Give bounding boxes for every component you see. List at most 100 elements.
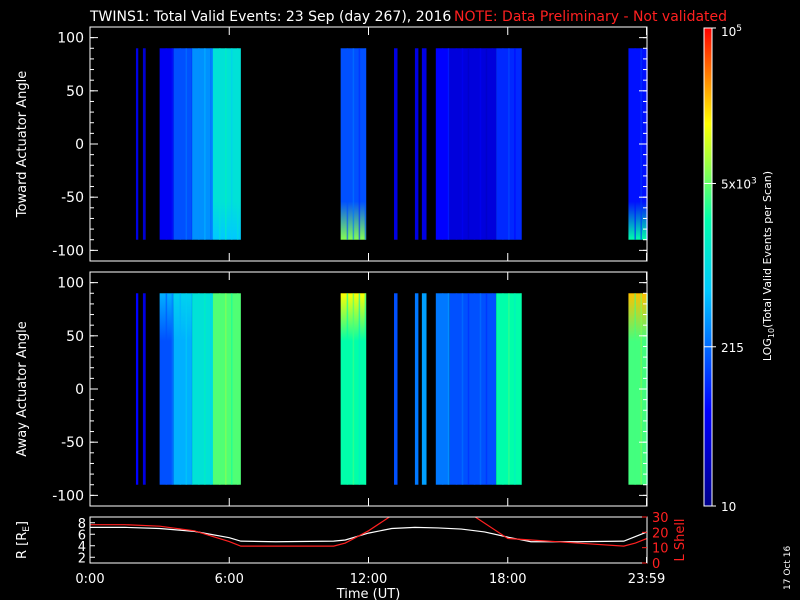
away-data-block [213,293,241,485]
away-data-block [421,293,427,485]
away-data-streak [502,293,504,485]
away-data-streak [634,293,636,485]
away-data-streak [447,293,450,485]
toward-data-block [135,48,139,240]
toward-data-streak [502,48,504,240]
away-ytick-label: -100 [52,488,84,504]
away-data-streak [210,293,212,485]
date-stamp: 17 Oct 16 [783,546,793,590]
time-xtick-label: 0:00 [75,572,104,587]
away-ytick-label: 0 [75,382,84,398]
data-preliminary-note: NOTE: Data Preliminary - Not validated [454,9,727,25]
away-data-streak [485,293,488,485]
time-axis-label: Time (UT) [336,587,401,600]
toward-data-streak [485,48,488,240]
away-data-block [449,293,497,485]
away-heatmap-panel: 100 50 0 -50 -100 Away Actuator Angle [15,271,648,507]
away-data-streak [441,293,444,485]
colorbar-label-sub: 10 [767,328,776,338]
toward-data-block [142,48,146,240]
r-ytick-label: 2 [78,551,86,566]
away-data-streak [520,293,522,485]
toward-data-streak [491,48,494,240]
toward-data-streak [441,48,444,240]
away-data-streak [204,293,206,485]
time-xtick-label: 12:00 [350,572,387,587]
r-ytick-label: 8 [78,517,86,532]
toward-data-streak [237,48,239,240]
toward-data-streak [171,48,174,240]
plot-title: TWINS1: Total Valid Events: 23 Sep (day … [89,9,451,25]
away-data-streak [219,293,221,485]
toward-data-streak [520,48,522,240]
toward-data-block [414,48,419,240]
colorbar-tick-label: 215 [721,341,744,355]
time-xtick-label: 18:00 [489,572,526,587]
away-data-block [142,293,146,485]
r-axis-label-end: ] [15,521,30,526]
time-xtick-label: 6:00 [215,572,244,587]
away-data-streak [358,293,361,485]
toward-data-streak [508,48,510,240]
colorbar-tick-label: 105 [721,24,742,39]
r-distance-line [90,526,647,543]
toward-data-block [394,48,398,240]
away-data-streak [479,293,482,485]
toward-data-block [449,48,497,240]
away-data-streak [185,293,188,485]
colorbar-label-end: (Total Valid Events per Scan) [761,171,774,328]
toward-data-block [192,48,214,240]
time-xtick-label: 23:59 [628,572,665,587]
toward-ytick-label: 100 [57,31,84,47]
away-data-streak [364,293,367,485]
toward-data-streak [447,48,450,240]
toward-data-streak [358,48,361,240]
colorbar-label: LOG10(Total Valid Events per Scan) [761,171,776,361]
toward-data-streak [198,48,200,240]
toward-data-streak [225,48,227,240]
lshell-axis-label: L Shell [673,518,688,561]
away-data-streak [508,293,510,485]
toward-heatmap-panel: 100 50 0 -50 -100 Toward Actuator Angle [15,26,648,262]
toward-data-block [213,48,241,240]
toward-yaxis-label: Toward Actuator Angle [15,71,30,218]
away-data-block [192,293,214,485]
away-data-block [628,293,647,485]
away-data-streak [455,293,458,485]
away-data-streak [461,293,464,485]
away-data-block [173,293,193,485]
toward-data-streak [204,48,206,240]
toward-data-streak [461,48,464,240]
toward-data-streak [455,48,458,240]
colorbar-label-log: LOG [761,338,774,361]
toward-data-streak [467,48,470,240]
lshell-ytick-label: 30 [652,511,669,526]
ephemeris-panel-frame [89,516,648,564]
colorbar-tick-label: 5x103 [721,176,757,191]
away-data-block [394,293,398,485]
colorbar-tick-label: 10 [721,500,736,514]
toward-ytick-label: 50 [66,84,84,100]
toward-data-block [173,48,193,240]
colorbar-gradient [704,28,712,506]
toward-data-streak [231,48,233,240]
toward-data-streak [346,48,349,240]
away-data-block [414,293,419,485]
toward-data-streak [185,48,188,240]
away-data-streak [514,293,516,485]
toward-data-streak [210,48,212,240]
lshell-ytick-label: 0 [652,557,660,572]
away-data-streak [198,293,200,485]
away-ytick-label: 50 [66,329,84,345]
away-data-streak [237,293,239,485]
colorbar: 10 215 5x103 105 [703,24,757,514]
r-axis-label: R [RE] [15,521,32,559]
toward-data-streak [479,48,482,240]
away-data-streak [473,293,476,485]
away-data-streak [225,293,227,485]
r-axis-label-sub: E [22,526,32,532]
toward-data-block [628,48,647,240]
away-ytick-label: 100 [57,276,84,292]
